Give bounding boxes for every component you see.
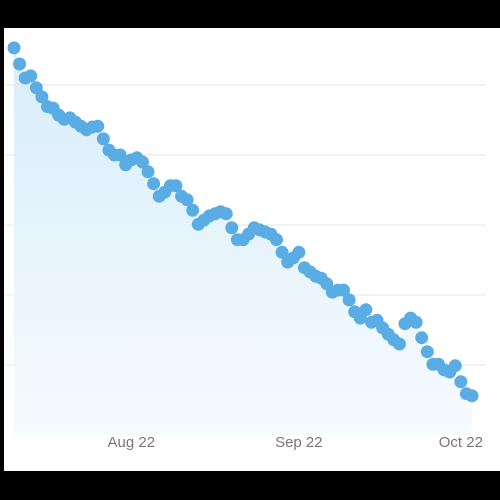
x-tick-label: Aug 22 [108, 434, 156, 451]
point [169, 179, 183, 193]
point [219, 207, 233, 221]
point [359, 303, 373, 317]
point [270, 233, 284, 247]
point [91, 119, 105, 133]
point [113, 148, 127, 162]
x-tick-label: Oct 22 [439, 434, 483, 451]
point [392, 337, 406, 351]
point [186, 203, 200, 217]
point [465, 389, 479, 403]
point [180, 193, 194, 207]
point [342, 293, 356, 307]
point [7, 41, 21, 55]
x-tick-label: Sep 22 [275, 434, 323, 451]
point [275, 245, 289, 259]
point [415, 331, 429, 345]
point [24, 69, 38, 83]
point [225, 221, 239, 235]
point [135, 155, 149, 169]
point [292, 245, 306, 259]
point [337, 283, 351, 297]
point [409, 315, 423, 329]
point [448, 359, 462, 373]
point [147, 177, 161, 191]
point [420, 345, 434, 359]
point [35, 90, 49, 104]
point [13, 57, 27, 71]
point [141, 165, 155, 179]
point [96, 132, 110, 146]
point [454, 375, 468, 389]
